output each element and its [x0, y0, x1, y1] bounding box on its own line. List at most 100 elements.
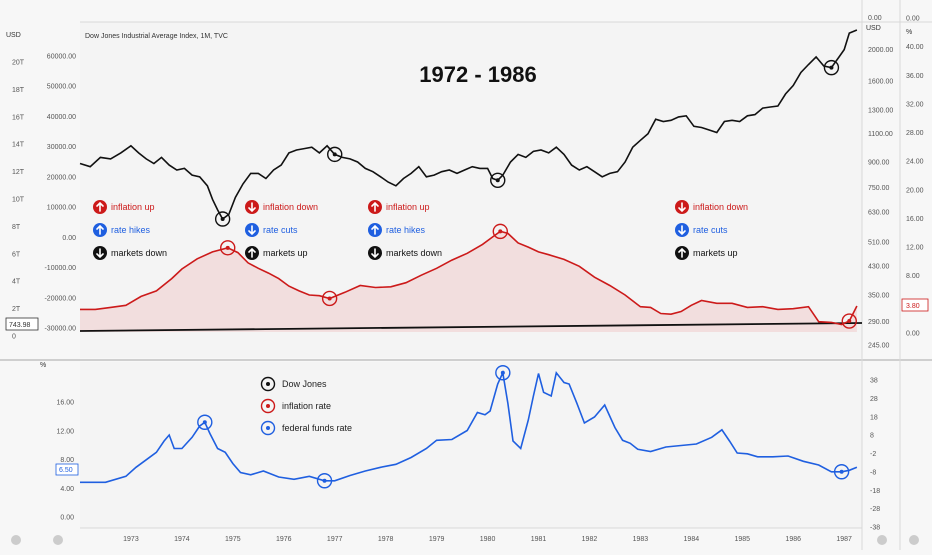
left-outer-tick-label: 2T — [12, 306, 21, 313]
dow-right-tick-label: 630.00 — [868, 210, 890, 217]
fed-left-axis: 16.00 12.00 8.00 4.00 0.00 — [56, 400, 74, 522]
inflation-marker-dot — [498, 229, 503, 234]
left-mid-tick-label: -20000.00 — [44, 295, 76, 302]
scroll-left-icon[interactable] — [53, 535, 63, 545]
annotation-item: rate cuts — [245, 223, 298, 237]
inflation-right-tick-label: 0.00 — [906, 16, 920, 23]
dow-jones-line — [79, 29, 858, 221]
annotation-item: inflation down — [675, 200, 748, 214]
annotation-item: rate hikes — [368, 223, 426, 237]
annotations: inflation up rate hikes markets down inflat… — [93, 200, 748, 260]
left-outer-tick-label: 6T — [12, 251, 21, 258]
dow-right-tick-label: 430.00 — [868, 263, 890, 270]
dow-right-tick-label: 290.00 — [868, 319, 890, 326]
arrow-glyph — [371, 201, 379, 212]
inflation-right-tick-label: 36.00 — [906, 73, 924, 80]
fed-left-tick-label: 12.00 — [56, 428, 74, 435]
time-tick-label: 1975 — [225, 536, 241, 543]
legend-item[interactable]: Dow Jones — [260, 376, 328, 392]
fed-marker — [495, 365, 511, 381]
dow-marker — [823, 59, 840, 76]
legend: Dow Jones inflation rate federal funds rat… — [260, 376, 353, 436]
time-tick-label: 1985 — [734, 536, 750, 543]
left-mid-tick-label: -30000.00 — [44, 326, 76, 333]
time-tick-label: 1981 — [531, 536, 547, 543]
annotation-label: inflation down — [693, 202, 748, 212]
inflation-right-tick-label: 24.00 — [906, 159, 924, 166]
left-outer-tick-label: 10T — [12, 197, 25, 204]
dow-right-tick-label: 1300.00 — [868, 108, 893, 115]
settings-icon[interactable] — [11, 535, 21, 545]
annotation-item: rate hikes — [93, 223, 151, 237]
left-outer-tick-label: 0 — [12, 334, 16, 341]
annotation-label: markets up — [263, 248, 308, 258]
dow-right-tick-label: 900.00 — [868, 159, 890, 166]
time-tick-label: 1986 — [785, 536, 801, 543]
dow-marker-dot — [829, 65, 834, 70]
dow-marker-dot — [495, 178, 500, 183]
annotation-item: markets down — [368, 246, 442, 260]
fed-right-tick-label: -8 — [870, 469, 876, 476]
left-outer-tick-label: 8T — [12, 224, 21, 231]
annotation-label: inflation up — [386, 202, 430, 212]
inflation-right-tick-label: 28.00 — [906, 130, 924, 137]
left-outer-tick-label: 18T — [12, 87, 25, 94]
arrow-glyph — [371, 224, 379, 235]
fed-right-tick-label: 38 — [870, 378, 878, 385]
inflation-right-axis: 0.00 40.00 36.00 32.00 28.00 24.00 20.00 16.00 1… — [906, 16, 924, 338]
auto-scale-icon[interactable] — [877, 535, 887, 545]
arrow-glyph — [371, 248, 379, 259]
annotation-label: inflation up — [111, 202, 155, 212]
inflation-marker — [321, 290, 338, 307]
left-mid-tick-label: 40000.00 — [47, 114, 76, 121]
percent-lower-label: % — [40, 362, 46, 369]
fed-right-tick-label: 28 — [870, 396, 878, 403]
fed-right-tick-label: -28 — [870, 506, 880, 513]
dow-right-tick-label: 1600.00 — [868, 79, 893, 86]
dow-right-tick-label: 1100.00 — [868, 131, 893, 138]
annotation-label: markets up — [693, 248, 738, 258]
fed-marker — [833, 464, 850, 480]
left-outer-tick-label: 4T — [12, 279, 21, 286]
left-mid-tick-label: 30000.00 — [47, 144, 76, 151]
legend-item[interactable]: federal funds rate — [260, 420, 353, 436]
time-tick-label: 1979 — [429, 536, 445, 543]
annotation-item: markets up — [245, 246, 308, 260]
dow-right-tick-label: 2000.00 — [868, 47, 893, 54]
annotation-label: rate cuts — [693, 225, 728, 235]
fed-right-axis: 38 28 18 8 -2 -8 -18 -28 -38 — [870, 378, 880, 532]
fed-marker-dot — [839, 469, 844, 474]
fed-right-tick-label: -2 — [870, 451, 876, 458]
time-tick-label: 1973 — [123, 536, 139, 543]
fed-left-tick-label: 8.00 — [60, 457, 74, 464]
fed-right-tick-label: -38 — [870, 525, 880, 532]
lower-pane[interactable] — [80, 362, 862, 528]
annotation-item: markets down — [93, 246, 167, 260]
time-tick-label: 1983 — [633, 536, 649, 543]
fed-marker — [316, 473, 333, 489]
inflation-right-tick-label: 40.00 — [906, 44, 924, 51]
time-tick-label: 1980 — [480, 536, 496, 543]
fed-marker-dot — [500, 370, 505, 375]
fed-right-tick-label: 18 — [870, 414, 878, 421]
left-mid-tick-label: 50000.00 — [47, 84, 76, 91]
annotation-item: markets up — [675, 246, 738, 260]
legend-marker-icon — [260, 420, 276, 436]
annotation-item: inflation up — [368, 200, 430, 214]
infl-last-badge-box — [901, 298, 929, 312]
legend-marker-dot — [266, 426, 270, 430]
dow-marker-dot — [332, 152, 337, 157]
fed-marker — [197, 414, 213, 430]
inflation-area — [80, 231, 857, 332]
left-mid-tick-label: 0.00 — [62, 235, 76, 242]
dow-right-tick-label: 510.00 — [868, 239, 890, 246]
arrow-glyph — [248, 247, 256, 258]
legend-item[interactable]: inflation rate — [260, 398, 332, 414]
left-mid-tick-label: 20000.00 — [47, 174, 76, 181]
legend-label: inflation rate — [282, 401, 331, 411]
log-scale-icon[interactable] — [909, 535, 919, 545]
annotation-label: markets down — [111, 248, 167, 258]
legend-label: Dow Jones — [282, 379, 327, 389]
